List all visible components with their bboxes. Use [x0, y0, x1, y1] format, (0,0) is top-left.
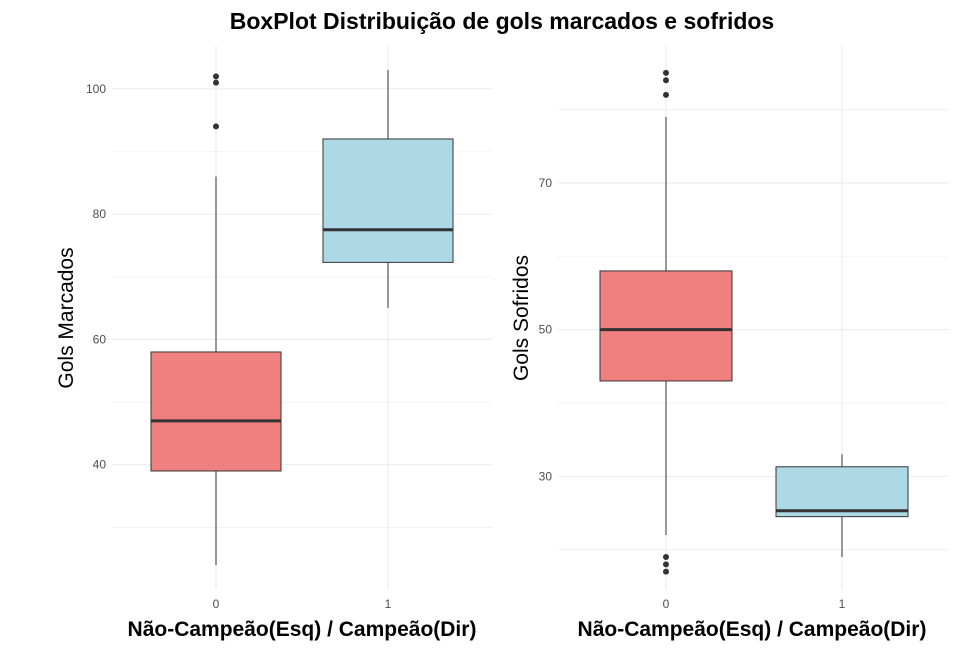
box-1 — [322, 70, 454, 309]
outlier-point — [663, 69, 669, 76]
box-iqr — [775, 466, 909, 518]
y-tick-label: 80 — [93, 207, 107, 221]
outlier-point — [213, 79, 219, 86]
outlier-point — [213, 73, 219, 80]
outlier-point — [663, 553, 669, 560]
x-tick-label: 0 — [663, 597, 670, 611]
y-tick-labels: 30 50 70 — [539, 176, 553, 483]
y-tick-label: 50 — [539, 323, 553, 337]
outlier-point — [663, 561, 669, 568]
chart-title: BoxPlot Distribuição de gols marcados e … — [230, 8, 774, 34]
box-iqr — [322, 138, 454, 263]
y-tick-label: 100 — [86, 82, 106, 96]
box-iqr — [599, 270, 733, 382]
outlier-point — [213, 123, 219, 130]
box-1 — [775, 454, 909, 557]
x-axis-label: Não-Campeão(Esq) / Campeão(Dir) — [128, 618, 477, 641]
box-0 — [599, 69, 733, 575]
y-axis-label: Gols Sofridos — [510, 255, 533, 381]
x-axis-label: Não-Campeão(Esq) / Campeão(Dir) — [578, 618, 927, 641]
y-tick-labels: 40 60 80 100 — [86, 82, 106, 472]
boxes — [150, 70, 454, 565]
y-tick-label: 40 — [93, 458, 107, 472]
y-axis-label: Gols Marcados — [55, 247, 78, 388]
y-tick-label: 70 — [539, 176, 553, 190]
outlier-point — [663, 568, 669, 575]
outlier-point — [663, 77, 669, 84]
box-0 — [150, 73, 282, 565]
y-tick-label: 60 — [93, 332, 107, 346]
x-tick-label: 0 — [213, 597, 220, 611]
outlier-point — [663, 91, 669, 98]
x-tick-label: 1 — [839, 597, 846, 611]
box-iqr — [150, 351, 282, 472]
x-tick-label: 1 — [385, 597, 392, 611]
y-tick-label: 30 — [539, 469, 553, 483]
boxes — [599, 69, 909, 575]
